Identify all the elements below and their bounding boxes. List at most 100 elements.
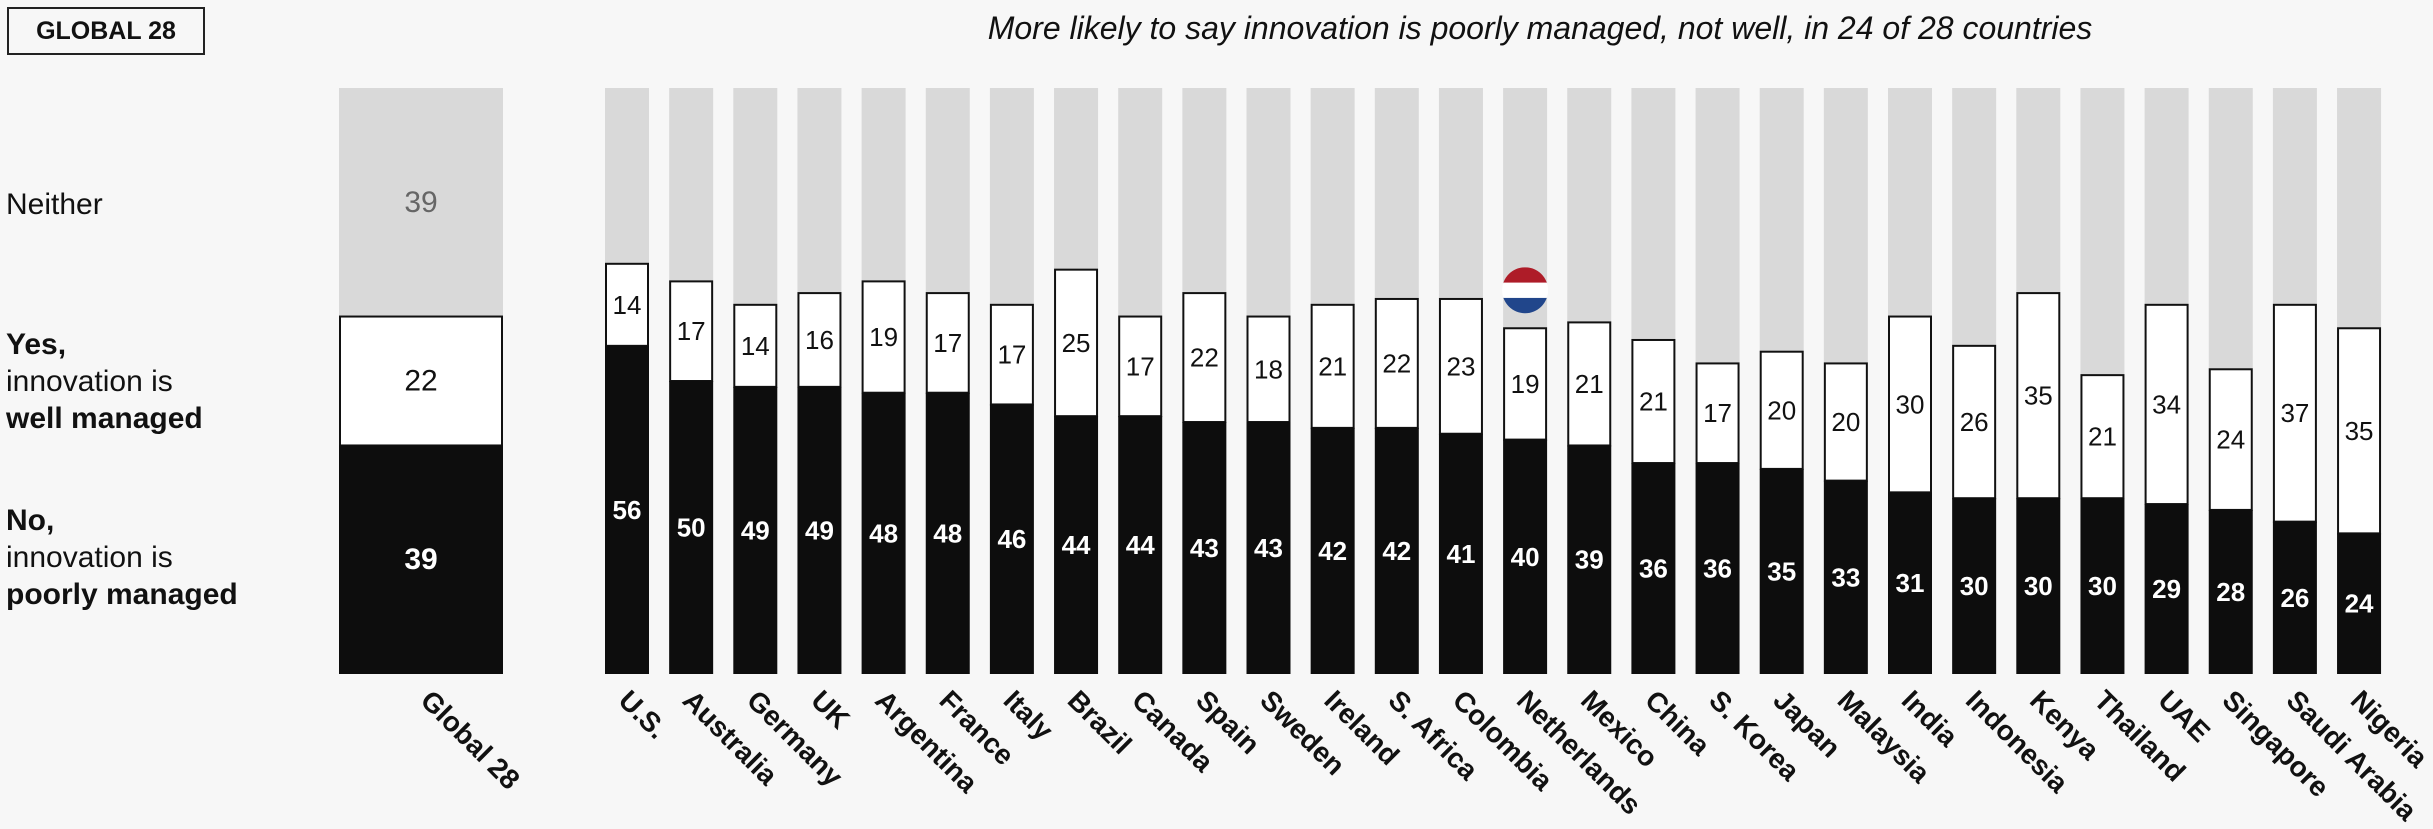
country-brazil-well-managed-bar <box>1054 268 1099 418</box>
country-france-neither-bar <box>925 88 970 294</box>
country-france-poorly-managed-value: 48 <box>933 518 962 548</box>
country-italy-poorly-managed-bar <box>989 404 1034 674</box>
global-neither-value: 39 <box>404 186 437 219</box>
country-ireland-well-managed-value: 21 <box>1318 351 1347 381</box>
country-s-korea-well-managed-value: 17 <box>1703 398 1732 428</box>
country-u-s-well-managed-value: 14 <box>613 290 642 320</box>
global-well-managed-value: 22 <box>404 365 437 398</box>
global-poorly-managed-value: 39 <box>404 543 437 576</box>
country-spain-well-managed-bar <box>1182 292 1227 424</box>
country-malaysia-neither-bar <box>1823 88 1868 364</box>
country-uae-well-managed-bar <box>2144 303 2189 506</box>
country-australia-poorly-managed-bar <box>669 381 714 674</box>
country-indonesia-poorly-managed-value: 30 <box>1960 571 1989 601</box>
country-uae-poorly-managed-bar <box>2144 504 2189 674</box>
country-singapore-neither-bar <box>2208 88 2253 370</box>
legend-yes-line3: well managed <box>6 402 203 435</box>
country-brazil-neither-bar <box>1054 88 1099 270</box>
country-uk-well-managed-value: 16 <box>805 325 834 355</box>
country-japan-poorly-managed-bar <box>1759 468 1804 674</box>
global-neither-bar <box>339 88 503 317</box>
country-spain-neither-bar <box>1182 88 1227 294</box>
country-saudi-arabia-well-managed-bar <box>2272 303 2317 523</box>
country-s-korea-poorly-managed-value: 36 <box>1703 554 1732 584</box>
country-colombia-well-managed-value: 23 <box>1446 351 1475 381</box>
country-thailand-poorly-managed-value: 30 <box>2088 571 2117 601</box>
country-s-korea-neither-bar <box>1695 88 1740 364</box>
country-india-neither-bar <box>1888 88 1932 317</box>
country-mexico-poorly-managed-value: 39 <box>1575 545 1604 575</box>
country-italy-neither-bar <box>989 88 1034 305</box>
country-canada-poorly-managed-value: 44 <box>1126 530 1155 560</box>
country-malaysia-poorly-managed-bar <box>1823 480 1868 674</box>
country-nigeria-well-managed-value: 35 <box>2345 416 2374 446</box>
country-u-s-axis-label: U.S. <box>613 684 673 744</box>
flag-stripe <box>1502 282 1549 299</box>
country-uae-poorly-managed-value: 29 <box>2152 574 2181 604</box>
country-thailand-neither-bar <box>2080 88 2125 376</box>
country-india-well-managed-value: 30 <box>1896 389 1925 419</box>
country-ireland-neither-bar <box>1310 88 1355 305</box>
legend-neither-label: Neither <box>6 188 103 221</box>
country-australia-well-managed-value: 17 <box>677 316 706 346</box>
country-s-africa-well-managed-value: 22 <box>1382 348 1411 378</box>
flag-stripe <box>1502 297 1549 314</box>
country-germany-well-managed-bar <box>733 303 778 388</box>
country-indonesia-well-managed-value: 26 <box>1960 407 1989 437</box>
country-kenya-well-managed-value: 35 <box>2024 381 2053 411</box>
country-australia-neither-bar <box>669 88 714 282</box>
country-malaysia-well-managed-bar <box>1823 362 1868 482</box>
legend-no-line3: poorly managed <box>6 578 238 611</box>
country-netherlands-poorly-managed-value: 40 <box>1511 542 1540 572</box>
country-india-poorly-managed-bar <box>1888 492 1932 674</box>
legend-no-line1: No, <box>6 504 55 537</box>
country-s-africa-poorly-managed-value: 42 <box>1382 536 1411 566</box>
country-saudi-arabia-poorly-managed-bar <box>2272 521 2317 674</box>
country-indonesia-neither-bar <box>1952 88 1997 346</box>
country-argentina-poorly-managed-bar <box>861 392 906 674</box>
country-canada-poorly-managed-bar <box>1118 416 1163 674</box>
country-colombia-neither-bar <box>1438 88 1483 299</box>
country-saudi-arabia-poorly-managed-value: 26 <box>2280 583 2309 613</box>
legend-yes-line1: Yes, <box>6 328 67 361</box>
legend-neither: Neither <box>6 186 103 223</box>
country-uk-well-managed-bar <box>797 292 842 388</box>
country-australia-well-managed-bar <box>669 280 714 383</box>
country-china-well-managed-bar <box>1631 338 1676 465</box>
legend-no-line2: innovation is <box>6 541 173 574</box>
chart-title: More likely to say innovation is poorly … <box>987 10 2093 46</box>
country-uk-neither-bar <box>797 88 842 294</box>
country-nigeria-well-managed-bar <box>2337 327 2382 535</box>
country-malaysia-well-managed-value: 20 <box>1831 407 1860 437</box>
country-brazil-axis-label: Brazil <box>1062 684 1138 760</box>
country-sweden-poorly-managed-value: 43 <box>1254 533 1283 563</box>
country-italy-poorly-managed-value: 46 <box>997 524 1026 554</box>
country-mexico-neither-bar <box>1567 88 1612 323</box>
country-colombia-well-managed-bar <box>1438 297 1483 435</box>
country-spain-poorly-managed-value: 43 <box>1190 533 1219 563</box>
country-china-neither-bar <box>1631 88 1676 340</box>
country-singapore-well-managed-value: 24 <box>2216 425 2245 455</box>
netherlands-flag-icon <box>1502 267 1549 314</box>
country-france-well-managed-bar <box>925 292 970 394</box>
country-brazil-well-managed-value: 25 <box>1062 328 1091 358</box>
country-brazil-poorly-managed-value: 44 <box>1062 530 1091 560</box>
country-malaysia-poorly-managed-value: 33 <box>1831 562 1860 592</box>
global-well-managed-bar <box>339 315 503 447</box>
country-brazil-poorly-managed-bar <box>1054 416 1099 674</box>
country-nigeria-neither-bar <box>2337 88 2382 329</box>
country-sweden-poorly-managed-bar <box>1246 422 1291 674</box>
country-s-korea-poorly-managed-bar <box>1695 463 1740 674</box>
country-india-well-managed-bar <box>1888 315 1932 494</box>
country-kenya-neither-bar <box>2016 88 2061 294</box>
country-sweden-well-managed-value: 18 <box>1254 354 1283 384</box>
country-colombia-poorly-managed-bar <box>1438 433 1483 674</box>
country-uk-axis-label: UK <box>805 684 856 735</box>
country-japan-neither-bar <box>1759 88 1804 352</box>
country-ireland-poorly-managed-bar <box>1310 427 1355 674</box>
country-singapore-poorly-managed-value: 28 <box>2216 577 2245 607</box>
country-germany-neither-bar <box>733 88 778 305</box>
country-japan-well-managed-value: 20 <box>1767 395 1796 425</box>
global-poorly-managed-bar <box>339 445 503 674</box>
country-argentina-poorly-managed-value: 48 <box>869 518 898 548</box>
